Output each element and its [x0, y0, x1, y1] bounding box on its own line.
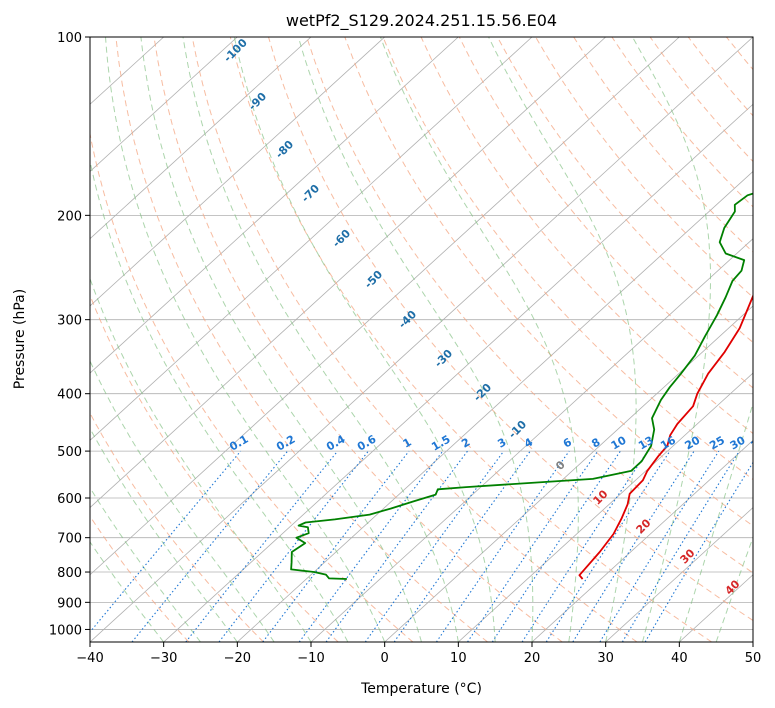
- mixing-ratio-lines: [90, 450, 753, 642]
- mixing-ratio-line: [393, 450, 531, 642]
- isotherm-grid: [90, 37, 753, 642]
- mixing-ratio-line: [262, 450, 410, 642]
- moist-adiabat-line: [182, 37, 459, 642]
- x-tick-label: −10: [297, 651, 324, 666]
- moist-adiabat-line: [105, 37, 386, 642]
- x-tick-label: 20: [524, 651, 541, 666]
- y-tick-label: 500: [57, 445, 82, 460]
- mixing-ratio-line: [364, 450, 505, 642]
- dry-adiabat-line: [90, 515, 190, 642]
- y-tick-label: 1000: [49, 623, 82, 638]
- moist-adiabat-line: [140, 37, 422, 642]
- x-tick-label: 40: [671, 651, 688, 666]
- isotherm-line: [90, 37, 459, 374]
- moist-adiabats: [90, 37, 753, 642]
- mixing-ratio-label: 36: [748, 433, 768, 452]
- isotherm-line: [163, 103, 753, 642]
- moist-adiabat-line: [90, 427, 238, 642]
- moist-adiabat-line: [233, 37, 496, 642]
- y-tick-label: 200: [57, 209, 82, 224]
- isotherm-line: [384, 305, 753, 642]
- mixing-ratio-line: [325, 450, 468, 642]
- x-axis-ticks: −40 −30 −20 −10 0 10 20 30 40 50: [76, 642, 761, 666]
- moist-adiabat-line: [90, 486, 201, 642]
- dry-adiabat-line: [90, 412, 264, 642]
- isotherm-line: [310, 238, 753, 642]
- dry-adiabat-line: [382, 37, 753, 481]
- x-tick-label: 30: [597, 651, 614, 666]
- moist-adiabat-line: [90, 359, 275, 642]
- moist-adiabat-line: [678, 401, 753, 642]
- mixing-ratio-line: [621, 450, 740, 642]
- moist-adiabat-line: [90, 158, 349, 642]
- sounding-series: [290, 192, 753, 580]
- mixing-ratio-line: [545, 450, 671, 642]
- dry-adiabat-line: [268, 37, 753, 622]
- y-tick-label: 400: [57, 388, 82, 403]
- moist-adiabat-line: [297, 37, 534, 642]
- x-tick-label: −30: [150, 651, 177, 666]
- mixing-ratio-line: [298, 450, 444, 642]
- dry-adiabat-line: [535, 37, 753, 298]
- moist-adiabat-line: [90, 540, 165, 642]
- y-tick-label: 300: [57, 314, 82, 329]
- x-tick-label: −20: [224, 651, 251, 666]
- isotherm-line: [90, 37, 606, 509]
- dry-adiabat-line: [115, 37, 488, 642]
- mixing-ratio-line: [131, 450, 289, 642]
- isotherm-line: [90, 37, 312, 240]
- moist-adiabat-line: [632, 37, 711, 642]
- isotherm-line: [531, 439, 753, 642]
- mixing-ratio-line: [90, 450, 242, 633]
- moist-adiabat-line: [90, 277, 312, 642]
- isotherm-line: [237, 170, 753, 642]
- x-tick-label: 0: [381, 651, 389, 666]
- isotherm-line: [605, 507, 753, 642]
- dry-adiabat-line: [90, 131, 414, 642]
- moist-adiabat-line: [715, 535, 753, 642]
- dry-adiabat-line: [344, 37, 753, 527]
- mixing-ratio-line: [435, 450, 570, 642]
- isotherm-line: [458, 372, 753, 642]
- dry-adiabat-line: [306, 37, 753, 574]
- x-tick-label: 50: [745, 651, 762, 666]
- isotherm-line: [90, 37, 385, 307]
- y-tick-label: 700: [57, 532, 82, 547]
- mixing-ratio-line: [185, 450, 339, 642]
- x-tick-label: −40: [76, 651, 103, 666]
- dry-adiabat-line: [191, 37, 638, 642]
- dry-adiabat-line: [229, 37, 712, 642]
- temperature-line: [578, 293, 753, 580]
- y-tick-label: 900: [57, 596, 82, 611]
- moist-adiabat-line: [380, 37, 579, 642]
- x-tick-label: 10: [450, 651, 467, 666]
- y-tick-label: 600: [57, 492, 82, 507]
- isotherm-line: [90, 37, 533, 441]
- y-axis-ticks: 100 200 300 400 500 600 700 800 900 1000: [49, 31, 90, 638]
- mixing-ratio-line: [491, 450, 621, 642]
- y-tick-label: 100: [57, 31, 82, 46]
- dry-adiabat-line: [496, 37, 753, 344]
- plot-area: -100-90-80-70-60-50-40-30-20-100.1 0.2 0.4…: [90, 37, 768, 642]
- x-axis-label: Temperature (°C): [360, 681, 482, 697]
- mixing-ratio-line: [572, 450, 695, 642]
- y-tick-label: 800: [57, 566, 82, 581]
- plot-frame: [89, 36, 754, 643]
- isotherm-line: [90, 37, 238, 172]
- isotherm-line: [90, 37, 680, 576]
- mixing-ratio-line: [467, 450, 599, 642]
- dewpoint-line: [290, 192, 753, 580]
- mixing-ratio-line: [521, 450, 649, 642]
- y-axis-label: Pressure (hPa): [12, 289, 28, 389]
- dry-adiabat-line: [153, 37, 563, 642]
- isobar-grid: [90, 37, 753, 630]
- chart-title: wetPf2_S129.2024.251.15.56.E04: [286, 11, 557, 31]
- moist-adiabat-line: [488, 37, 637, 642]
